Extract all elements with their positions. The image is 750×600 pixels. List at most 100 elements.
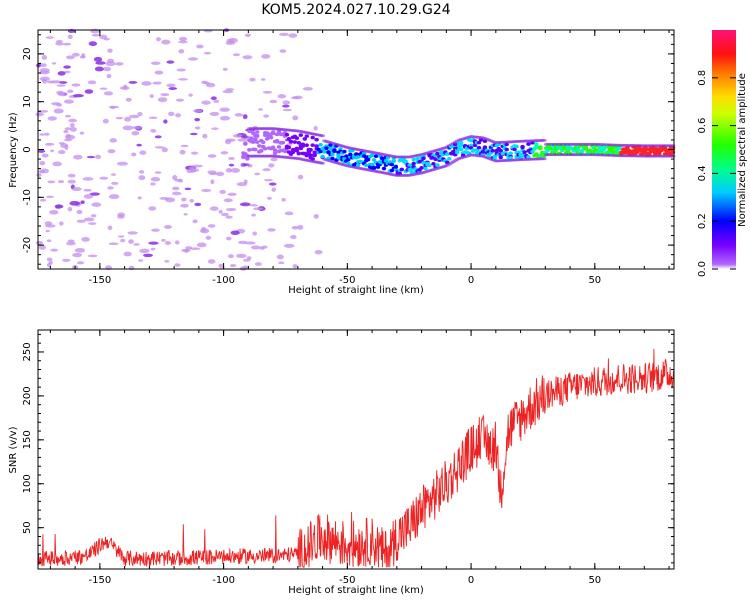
noise-speckle bbox=[242, 114, 248, 120]
noise-speckle bbox=[99, 87, 108, 90]
noise-speckle bbox=[239, 202, 251, 207]
noise-speckle bbox=[39, 76, 51, 82]
noise-speckle bbox=[160, 93, 170, 97]
noise-speckle bbox=[83, 188, 92, 192]
noise-speckle bbox=[192, 168, 199, 172]
noise-speckle bbox=[54, 204, 64, 209]
noise-speckle bbox=[150, 177, 161, 182]
noise-speckle bbox=[136, 143, 142, 147]
ridge-cell bbox=[290, 150, 296, 155]
noise-speckle bbox=[225, 236, 232, 241]
noise-speckle bbox=[148, 206, 157, 211]
ridge-cell bbox=[504, 142, 509, 147]
ridge-cell bbox=[259, 148, 264, 153]
noise-speckle bbox=[56, 103, 63, 107]
noise-speckle bbox=[251, 213, 256, 217]
ridge-cell bbox=[318, 142, 323, 147]
noise-speckle bbox=[235, 253, 247, 258]
spectrogram-xtick-label: 0 bbox=[468, 275, 474, 286]
noise-speckle bbox=[42, 78, 47, 84]
snr-y-axis: 50 100 150 200 250 bbox=[22, 333, 674, 564]
noise-speckle bbox=[83, 217, 95, 222]
ridge-cell bbox=[445, 152, 450, 156]
ridge-cell bbox=[255, 133, 260, 138]
ridge-cell bbox=[520, 144, 525, 149]
ridge-cell bbox=[308, 148, 313, 152]
noise-speckle bbox=[205, 235, 212, 240]
ridge-cell bbox=[253, 147, 258, 152]
noise-speckle bbox=[44, 132, 50, 136]
noise-speckle bbox=[125, 97, 132, 102]
noise-speckle bbox=[91, 202, 102, 207]
noise-speckle bbox=[186, 168, 194, 173]
noise-speckle bbox=[47, 180, 56, 184]
snr-ytick-label: 200 bbox=[22, 386, 33, 405]
ridge-cell bbox=[435, 163, 440, 167]
ridge-cell bbox=[371, 165, 377, 170]
noise-speckle bbox=[313, 125, 318, 131]
noise-speckle bbox=[260, 78, 266, 81]
ridge-cell bbox=[314, 144, 319, 148]
noise-speckle bbox=[207, 259, 216, 264]
noise-speckle bbox=[283, 243, 295, 248]
ridge-cell bbox=[518, 152, 523, 157]
noise-speckle bbox=[35, 112, 45, 117]
noise-speckle bbox=[225, 41, 236, 45]
noise-speckle bbox=[207, 154, 217, 158]
noise-speckle bbox=[49, 210, 59, 215]
ridge-cell bbox=[296, 151, 302, 156]
noise-speckle bbox=[216, 171, 225, 177]
ridge-edge-cell bbox=[541, 157, 547, 161]
noise-speckle bbox=[71, 83, 81, 87]
noise-speckle bbox=[128, 265, 135, 271]
ridge-cell bbox=[356, 163, 361, 167]
noise-speckle bbox=[161, 238, 166, 242]
snr-x-label: Height of straight line (km) bbox=[288, 585, 424, 596]
noise-speckle bbox=[179, 36, 188, 42]
noise-speckle bbox=[222, 89, 234, 94]
noise-speckle bbox=[297, 224, 304, 230]
noise-speckle bbox=[88, 222, 97, 225]
ridge-cell bbox=[260, 140, 266, 145]
noise-speckle bbox=[46, 195, 54, 199]
noise-speckle bbox=[149, 94, 154, 99]
ridge-cell bbox=[468, 143, 474, 148]
noise-speckle bbox=[290, 96, 300, 100]
noise-speckle bbox=[221, 212, 229, 217]
noise-speckle bbox=[164, 241, 172, 245]
ridge-cell bbox=[427, 163, 432, 168]
noise-speckle bbox=[36, 173, 42, 177]
ridge-cell bbox=[292, 140, 298, 144]
noise-speckle bbox=[58, 221, 64, 226]
noise-speckle bbox=[108, 242, 119, 246]
noise-speckle bbox=[57, 91, 68, 97]
ridge-cell bbox=[670, 150, 676, 155]
noise-speckle bbox=[249, 77, 256, 82]
ridge-cell bbox=[431, 161, 436, 166]
noise-speckle bbox=[58, 150, 66, 155]
ridge-cell bbox=[482, 145, 488, 149]
noise-speckle bbox=[63, 65, 71, 69]
noise-speckle bbox=[261, 245, 268, 249]
noise-speckle bbox=[228, 157, 235, 160]
noise-speckle bbox=[39, 63, 47, 68]
ridge-cell bbox=[255, 140, 260, 144]
ridge-cell bbox=[270, 145, 276, 150]
ridge-cell bbox=[504, 147, 509, 152]
noise-speckle bbox=[207, 224, 216, 228]
ridge-cell bbox=[320, 154, 325, 159]
noise-speckle bbox=[138, 175, 146, 181]
noise-speckle bbox=[250, 245, 261, 250]
noise-speckle bbox=[79, 131, 85, 135]
ridge-cell bbox=[302, 137, 307, 141]
noise-speckle bbox=[252, 231, 258, 236]
spectrogram-xtick-label: -50 bbox=[339, 275, 355, 286]
ridge-cell bbox=[296, 140, 302, 145]
ridge-cell bbox=[498, 155, 503, 160]
noise-speckle bbox=[203, 81, 211, 85]
noise-speckle bbox=[194, 126, 201, 130]
noise-speckle bbox=[107, 225, 113, 231]
noise-speckle bbox=[150, 182, 156, 186]
